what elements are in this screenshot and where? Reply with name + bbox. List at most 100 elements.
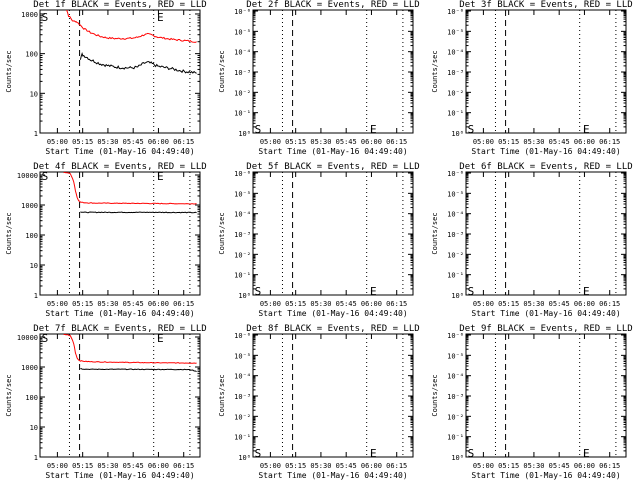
- x-axis-label: Start Time (01-May-16 04:49:40): [45, 471, 194, 480]
- events-trace: [80, 368, 197, 373]
- plot-frame: [465, 9, 627, 134]
- x-tick-label: 05:30: [523, 300, 544, 308]
- events-trace: [80, 211, 197, 214]
- x-tick-label: 06:00: [361, 138, 382, 146]
- x-tick-label: 05:00: [47, 300, 68, 308]
- x-axis-label: Start Time (01-May-16 04:49:40): [45, 309, 194, 318]
- y-tick-label: 10⁻³: [234, 69, 251, 77]
- y-tick-label: 10⁻⁶: [447, 8, 464, 16]
- y-tick-label: 10⁻¹: [447, 110, 464, 118]
- x-tick-label: 06:15: [173, 138, 194, 146]
- events-trace: [79, 52, 197, 74]
- detector-panel: Det 8f BLACK = Events, RED = LLD 10⁰ 10⁻¹ 1…: [218, 324, 420, 480]
- y-axis-label: Counts/sec: [218, 50, 226, 92]
- panel-title: Det 8f BLACK = Events, RED = LLD: [246, 324, 419, 334]
- x-tick-label: 05:15: [285, 300, 306, 308]
- x-tick-label: 06:15: [386, 462, 407, 470]
- x-tick-label: 05:15: [72, 138, 93, 146]
- x-tick-label: 06:00: [361, 300, 382, 308]
- x-tick-label: 05:30: [310, 300, 331, 308]
- x-tick-label: 05:15: [498, 462, 519, 470]
- x-tick-label: 05:45: [123, 138, 144, 146]
- x-tick-label: 06:00: [148, 138, 169, 146]
- y-axis-label: Counts/sec: [218, 212, 226, 254]
- y-tick-label: 10⁻⁵: [447, 28, 464, 36]
- y-tick-label: 10⁰: [451, 130, 464, 138]
- interval-letter-S: S: [42, 170, 49, 183]
- x-tick-label: 05:00: [473, 138, 494, 146]
- x-tick-label: 05:15: [285, 462, 306, 470]
- x-tick-label: 06:15: [599, 300, 620, 308]
- x-tick-label: 05:45: [123, 300, 144, 308]
- interval-letter-S: S: [42, 332, 49, 345]
- interval-letter-E: E: [157, 170, 164, 183]
- interval-letter-E: E: [370, 285, 377, 298]
- y-tick-label: 10⁻¹: [234, 110, 251, 118]
- y-tick-label: 10⁻²: [447, 251, 464, 259]
- y-tick-label: 10⁰: [238, 130, 251, 138]
- x-axis-label: Start Time (01-May-16 04:49:40): [471, 147, 620, 156]
- plot-frame: [39, 9, 201, 134]
- interval-letter-S: S: [468, 123, 475, 136]
- plot-frame: [465, 171, 627, 296]
- y-tick-label: 10⁻⁴: [447, 211, 464, 219]
- interval-letter-E: E: [583, 447, 590, 460]
- y-tick-label: 1000: [21, 202, 38, 210]
- x-tick-label: 05:30: [523, 462, 544, 470]
- y-tick-label: 100: [25, 51, 38, 59]
- panel-title: Det 9f BLACK = Events, RED = LLD: [459, 324, 632, 334]
- x-tick-label: 06:00: [361, 462, 382, 470]
- y-tick-label: 10⁻¹: [447, 272, 464, 280]
- x-tick-label: 05:00: [473, 300, 494, 308]
- y-tick-label: 10⁻⁴: [234, 49, 251, 57]
- y-tick-label: 100: [25, 394, 38, 402]
- x-tick-label: 06:00: [148, 462, 169, 470]
- y-tick-label: 10: [30, 90, 38, 98]
- x-tick-label: 06:15: [173, 462, 194, 470]
- lld-trace: [66, 10, 197, 43]
- y-tick-label: 10⁻³: [447, 393, 464, 401]
- x-tick-label: 05:45: [336, 300, 357, 308]
- y-tick-label: 10⁻⁵: [234, 28, 251, 36]
- panel-title: Det 3f BLACK = Events, RED = LLD: [459, 0, 632, 10]
- y-tick-label: 10⁻³: [447, 231, 464, 239]
- x-tick-label: 05:45: [123, 462, 144, 470]
- y-tick-label: 10⁰: [238, 454, 251, 462]
- y-tick-label: 10⁻⁶: [234, 8, 251, 16]
- x-tick-label: 05:15: [498, 300, 519, 308]
- y-tick-label: 10⁻¹: [234, 434, 251, 442]
- y-axis-label: Counts/sec: [218, 374, 226, 416]
- x-tick-label: 05:30: [310, 462, 331, 470]
- x-tick-label: 05:45: [336, 462, 357, 470]
- y-tick-label: 10⁻⁶: [234, 332, 251, 340]
- x-tick-label: 05:15: [498, 138, 519, 146]
- y-tick-label: 10: [30, 262, 38, 270]
- y-tick-label: 10: [30, 424, 38, 432]
- panel-title: Det 7f BLACK = Events, RED = LLD: [33, 324, 206, 334]
- panel-title: Det 6f BLACK = Events, RED = LLD: [459, 162, 632, 172]
- detector-panel: Det 3f BLACK = Events, RED = LLD 10⁰ 10⁻¹ 1…: [431, 0, 633, 156]
- x-tick-label: 05:45: [549, 462, 570, 470]
- x-tick-label: 05:15: [72, 300, 93, 308]
- plot-frame: [252, 171, 414, 296]
- x-tick-label: 05:45: [336, 138, 357, 146]
- y-tick-label: 10⁻²: [234, 251, 251, 259]
- x-tick-label: 06:00: [148, 300, 169, 308]
- x-tick-label: 05:15: [72, 462, 93, 470]
- interval-letter-E: E: [370, 447, 377, 460]
- detector-panel: Det 5f BLACK = Events, RED = LLD 10⁰ 10⁻¹ 1…: [218, 162, 420, 318]
- x-tick-label: 06:15: [599, 138, 620, 146]
- y-axis-label: Counts/sec: [5, 212, 13, 254]
- y-tick-label: 10⁰: [238, 292, 251, 300]
- y-tick-label: 100: [25, 232, 38, 240]
- x-axis-label: Start Time (01-May-16 04:49:40): [45, 147, 194, 156]
- y-tick-label: 10⁻⁵: [234, 352, 251, 360]
- x-axis-label: Start Time (01-May-16 04:49:40): [471, 471, 620, 480]
- x-axis-label: Start Time (01-May-16 04:49:40): [471, 309, 620, 318]
- y-tick-label: 10⁻⁵: [447, 190, 464, 198]
- y-tick-label: 10⁻¹: [447, 434, 464, 442]
- x-axis-label: Start Time (01-May-16 04:49:40): [258, 471, 407, 480]
- x-tick-label: 06:00: [574, 138, 595, 146]
- y-tick-label: 10⁻⁶: [234, 170, 251, 178]
